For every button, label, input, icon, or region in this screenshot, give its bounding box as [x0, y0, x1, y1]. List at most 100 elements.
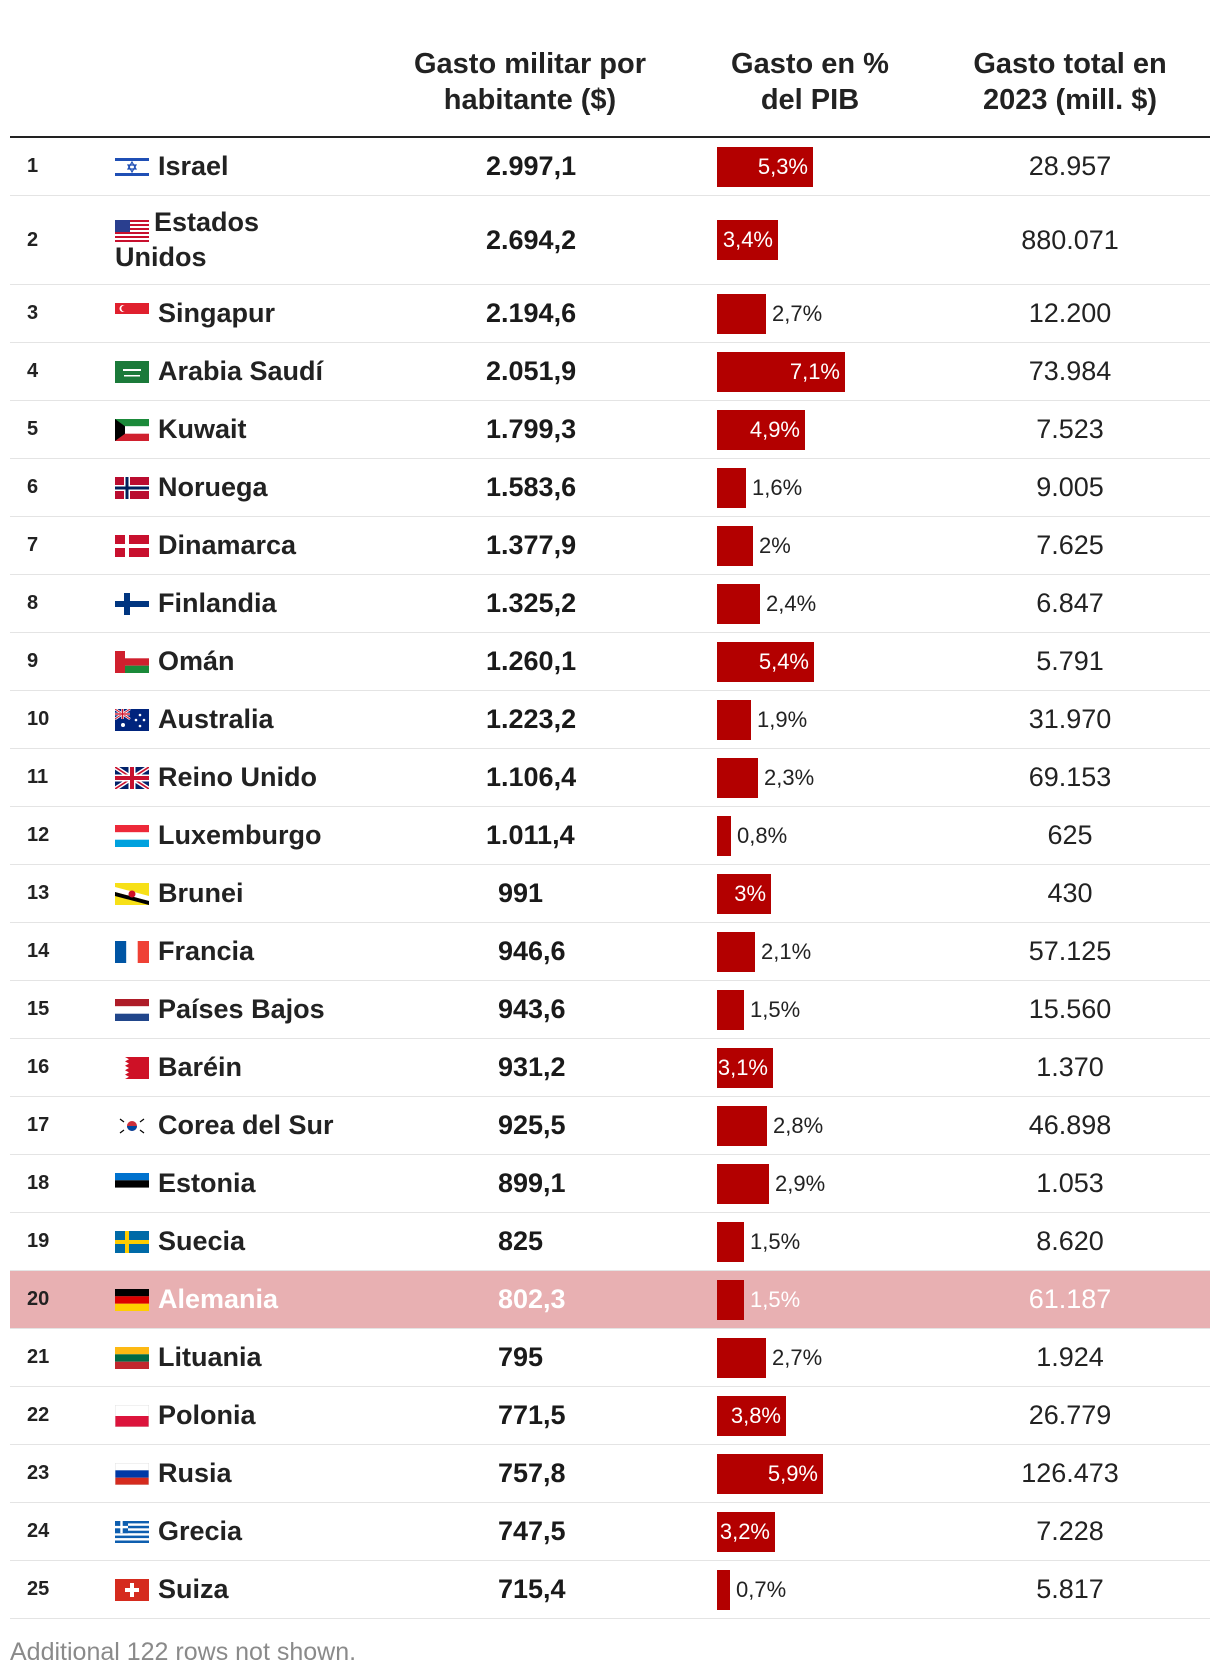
pct-gdp-cell: 1,9% — [717, 691, 957, 748]
flag-russia-icon — [115, 1462, 149, 1485]
total-spending-value: 126.473 — [1021, 1458, 1119, 1488]
country-name: Corea del Sur — [158, 1110, 334, 1140]
per-capita-value: 1.223,2 — [486, 704, 577, 734]
header-total[interactable]: Gasto total en 2023 (mill. $) — [950, 46, 1190, 118]
per-capita-value: 2.997,1 — [486, 151, 577, 181]
country-name: Suecia — [158, 1226, 246, 1256]
country-name: Francia — [158, 936, 255, 966]
country-name: Kuwait — [158, 414, 247, 444]
pct-gdp-bar — [717, 583, 760, 624]
total-spending-value: 1.053 — [1036, 1168, 1104, 1198]
rank-cell: 9 — [27, 650, 39, 672]
pct-gdp-label: 2,7% — [772, 1344, 823, 1370]
pct-gdp-cell: 2,7% — [717, 1329, 957, 1386]
pct-gdp-cell: 1,5% — [717, 1271, 957, 1328]
per-capita-value: 899,1 — [498, 1168, 566, 1198]
country-name: Brunei — [158, 878, 244, 908]
pct-gdp-cell: 4,9% — [717, 401, 957, 458]
per-capita-value: 946,6 — [498, 936, 566, 966]
flag-brunei-icon — [115, 882, 149, 905]
pct-gdp-cell: 7,1% — [717, 343, 957, 400]
table-row: 11 Reino Unido 1.106,4 2,3% 69.153 — [10, 749, 1210, 807]
pct-gdp-cell: 3,2% — [717, 1503, 957, 1560]
flag-oman-icon — [115, 650, 149, 673]
pct-gdp-bar: 7,1% — [717, 351, 845, 392]
pct-gdp-cell: 0,8% — [717, 807, 957, 864]
pct-gdp-bar: 3,8% — [717, 1395, 786, 1436]
table-row: 1 Israel 2.997,1 5,3% 28.957 — [10, 138, 1210, 196]
table-row: 3 Singapur 2.194,6 2,7% 12.200 — [10, 285, 1210, 343]
rank-cell: 10 — [27, 708, 50, 730]
header-per-capita-line1: Gasto militar por — [413, 48, 647, 80]
flag-finland-icon — [115, 592, 149, 615]
table-row: 9 Omán 1.260,1 5,4% 5.791 — [10, 633, 1210, 691]
per-capita-value: 1.325,2 — [486, 588, 577, 618]
pct-gdp-bar — [717, 293, 766, 334]
country-name: Suiza — [158, 1574, 229, 1604]
header-pct-gdp[interactable]: Gasto en % del PIB — [690, 46, 930, 118]
table-row: 13 Brunei 991 3% 430 — [10, 865, 1210, 923]
country-name: Baréin — [158, 1052, 243, 1082]
per-capita-value: 1.583,6 — [486, 472, 577, 502]
pct-gdp-bar — [717, 1337, 766, 1378]
header-pct-gdp-line1: Gasto en % — [731, 48, 889, 80]
pct-gdp-label: 7,1% — [789, 358, 840, 384]
country-name: Finlandia — [158, 588, 277, 618]
total-spending-value: 7.625 — [1036, 530, 1104, 560]
country-name: Rusia — [158, 1458, 232, 1488]
country-name: Omán — [158, 646, 235, 676]
total-spending-value: 31.970 — [1028, 704, 1112, 734]
flag-switzerland-icon — [115, 1578, 149, 1601]
country-name: Alemania — [158, 1284, 279, 1314]
per-capita-value: 931,2 — [498, 1052, 566, 1082]
per-capita-value: 1.011,4 — [486, 820, 575, 850]
table-row: 12 Luxemburgo 1.011,4 0,8% 625 — [10, 807, 1210, 865]
rank-cell: 2 — [27, 228, 39, 251]
rank-cell: 4 — [27, 360, 39, 382]
table-row: 8 Finlandia 1.325,2 2,4% 6.847 — [10, 575, 1210, 633]
total-spending-value: 5.791 — [1036, 646, 1104, 676]
flag-france-icon — [115, 940, 149, 963]
pct-gdp-cell: 5,3% — [717, 138, 957, 195]
table-row: 22 Polonia 771,5 3,8% 26.779 — [10, 1387, 1210, 1445]
pct-gdp-cell: 3,4% — [717, 196, 957, 284]
pct-gdp-label: 0,7% — [736, 1576, 787, 1602]
per-capita-value: 747,5 — [498, 1516, 566, 1546]
pct-gdp-bar: 3,1% — [717, 1047, 773, 1088]
pct-gdp-label: 0,8% — [737, 822, 788, 848]
rank-cell: 25 — [27, 1578, 50, 1600]
flag-united-kingdom-icon — [115, 766, 149, 789]
pct-gdp-bar — [717, 1279, 744, 1320]
pct-gdp-bar: 5,9% — [717, 1453, 823, 1494]
total-spending-value: 1.370 — [1036, 1052, 1104, 1082]
country-name: Luxemburgo — [158, 820, 322, 850]
pct-gdp-bar: 5,3% — [717, 146, 813, 187]
total-spending-value: 1.924 — [1036, 1342, 1104, 1372]
per-capita-value: 2.051,9 — [486, 356, 577, 386]
table-row: 25 Suiza 715,4 0,7% 5.817 — [10, 1561, 1210, 1619]
rank-cell: 8 — [27, 592, 39, 614]
country-name: Australia — [158, 704, 274, 734]
country-name: Noruega — [158, 472, 268, 502]
pct-gdp-label: 1,5% — [750, 1228, 801, 1254]
total-spending-value: 61.187 — [1028, 1284, 1112, 1314]
flag-estonia-icon — [115, 1172, 149, 1195]
per-capita-value: 1.377,9 — [486, 530, 577, 560]
table-row: 15 Países Bajos 943,6 1,5% 15.560 — [10, 981, 1210, 1039]
flag-south-korea-icon — [115, 1114, 149, 1137]
header-per-capita-line2: habitante ($) — [443, 84, 617, 116]
pct-gdp-cell: 3,1% — [717, 1039, 957, 1096]
pct-gdp-label: 2,3% — [764, 764, 815, 790]
pct-gdp-cell: 2,4% — [717, 575, 957, 632]
rank-cell: 12 — [27, 824, 50, 846]
country-name: Países Bajos — [158, 994, 325, 1024]
country-name: Israel — [158, 151, 229, 181]
rank-cell: 21 — [27, 1346, 50, 1368]
flag-lithuania-icon — [115, 1346, 149, 1369]
pct-gdp-label: 3,4% — [722, 227, 773, 252]
pct-gdp-cell: 2,7% — [717, 285, 957, 342]
pct-gdp-cell: 2,8% — [717, 1097, 957, 1154]
country-name: Singapur — [158, 298, 276, 328]
pct-gdp-cell: 2% — [717, 517, 957, 574]
header-per-capita[interactable]: Gasto militar por habitante ($) — [395, 46, 665, 118]
